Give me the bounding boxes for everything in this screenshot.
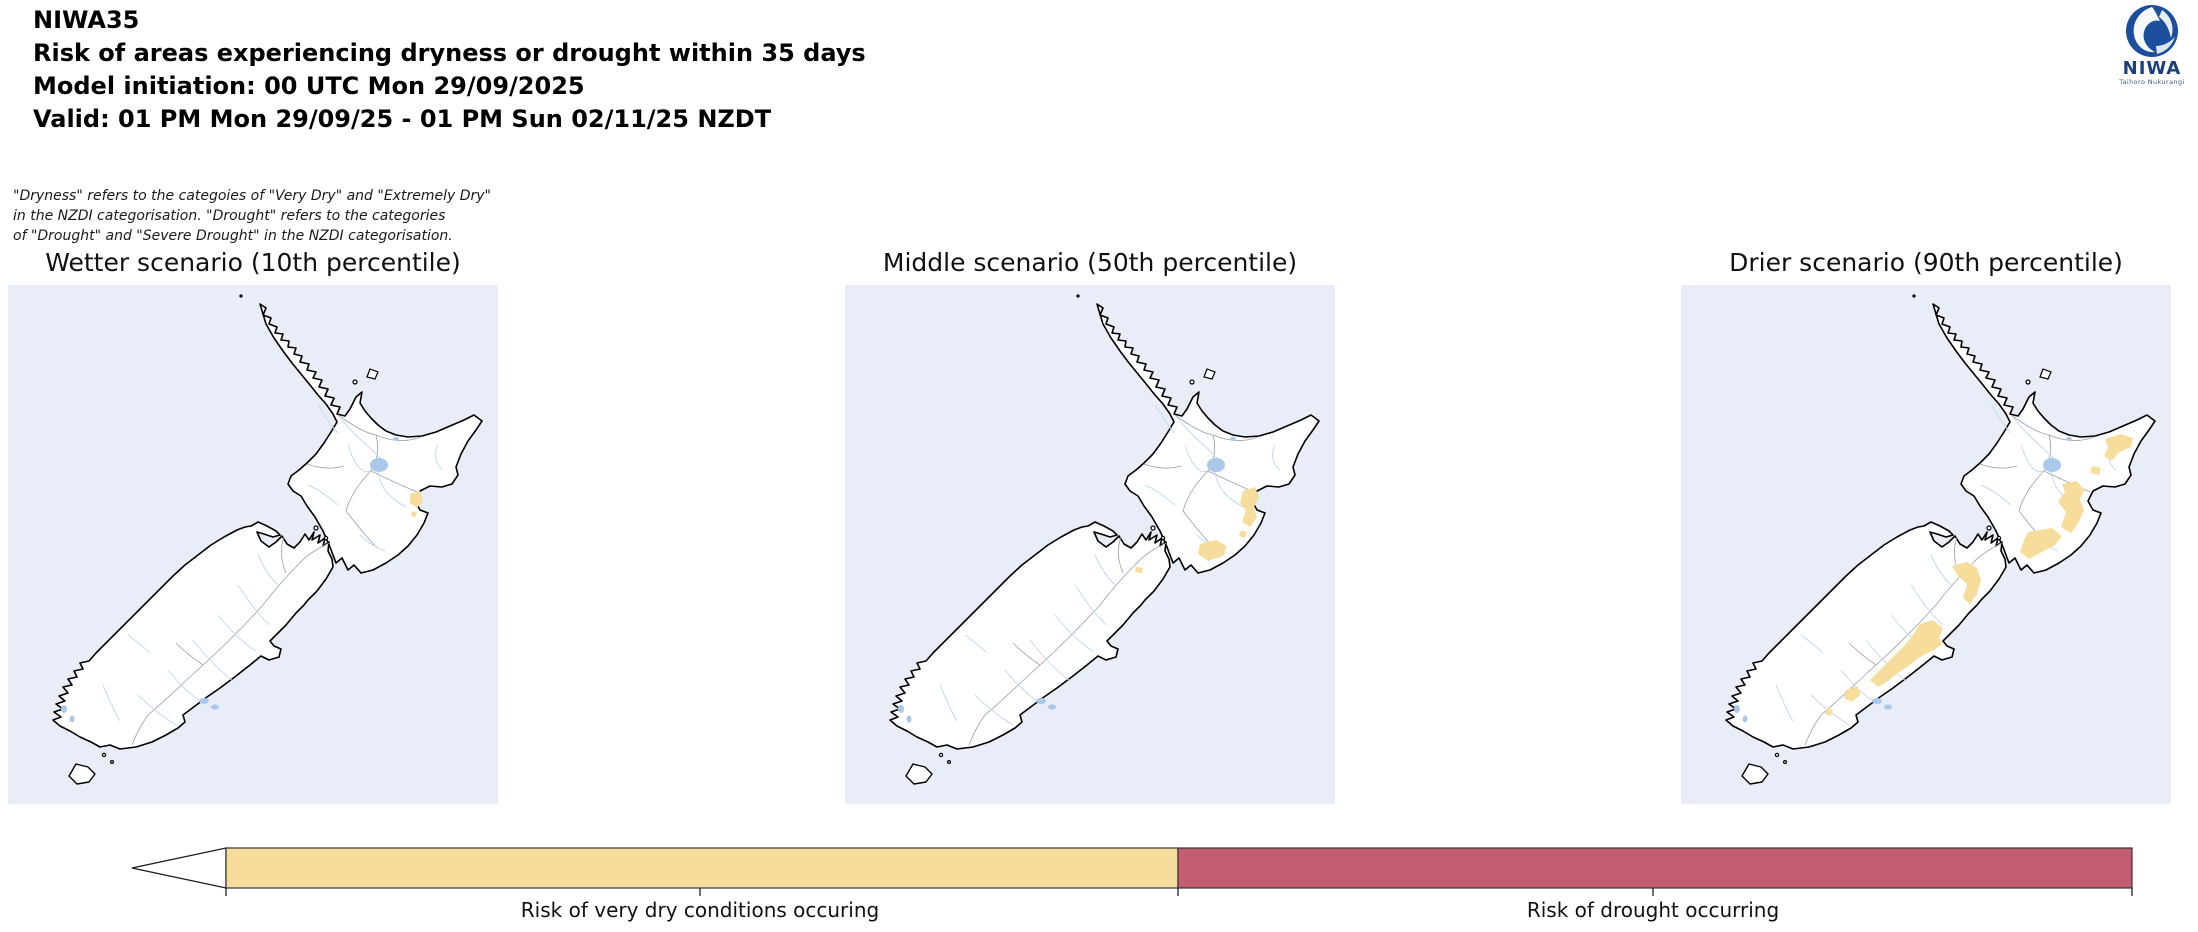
legend-label-drought: Risk of drought occurring bbox=[1526, 898, 1780, 922]
panel-title-wetter: Wetter scenario (10th percentile) bbox=[45, 248, 461, 277]
risk-patch bbox=[1240, 487, 1259, 527]
risk-patch bbox=[2104, 434, 2133, 461]
risk-patch bbox=[1239, 530, 1247, 538]
legend-label-very-dry: Risk of very dry conditions occuring bbox=[520, 898, 880, 922]
risk-patch bbox=[1825, 708, 1833, 716]
legend-arrow-left bbox=[131, 847, 227, 889]
valid-range-line: Valid: 01 PM Mon 29/09/25 - 01 PM Sun 02… bbox=[33, 105, 772, 133]
risk-patch bbox=[1198, 540, 1227, 561]
risk-patch bbox=[411, 511, 417, 517]
nz-map-drier bbox=[1681, 285, 2171, 804]
risk-patch bbox=[2020, 528, 2062, 559]
risk-patches-middle bbox=[1135, 487, 1259, 573]
legend-ticks bbox=[225, 888, 2133, 896]
risk-patch bbox=[1952, 562, 1981, 604]
risk-legend bbox=[131, 847, 2133, 896]
risk-patch bbox=[1844, 686, 1861, 702]
nz-map-middle bbox=[845, 285, 1335, 804]
risk-patch bbox=[2058, 481, 2084, 533]
risk-patches-drier bbox=[1825, 434, 2133, 716]
map-panel-wetter bbox=[8, 285, 498, 804]
disclaimer-note: "Dryness" refers to the categoies of "Ve… bbox=[13, 186, 491, 246]
niwa-logo: NIWA Taihoro Nukurangi bbox=[2106, 3, 2198, 86]
niwa-globe-icon bbox=[2126, 5, 2178, 57]
legend-bar-very-dry bbox=[225, 847, 1179, 889]
niwa-logo-text: NIWA bbox=[2122, 58, 2182, 79]
map-panel-middle bbox=[845, 285, 1335, 804]
disclaimer-line: in the NZDI categorisation. "Drought" re… bbox=[13, 208, 446, 224]
risk-patch bbox=[2090, 466, 2101, 475]
model-initiation-line: Model initiation: 00 UTC Mon 29/09/2025 bbox=[33, 72, 585, 100]
disclaimer-line: of "Drought" and "Severe Drought" in the… bbox=[13, 228, 453, 244]
legend-bar-drought bbox=[1177, 847, 2133, 889]
niwa-logo-tagline: Taihoro Nukurangi bbox=[2119, 78, 2185, 86]
disclaimer-line: "Dryness" refers to the categoies of "Ve… bbox=[13, 188, 491, 204]
page-title: Risk of areas experiencing dryness or dr… bbox=[33, 39, 866, 67]
panel-title-drier: Drier scenario (90th percentile) bbox=[1729, 248, 2123, 277]
map-panel-drier bbox=[1681, 285, 2171, 804]
panel-title-middle: Middle scenario (50th percentile) bbox=[882, 248, 1298, 277]
product-name: NIWA35 bbox=[33, 6, 140, 34]
nz-map-wetter bbox=[8, 285, 498, 804]
header-title-block: NIWA35 Risk of areas experiencing drynes… bbox=[33, 4, 866, 136]
risk-patch bbox=[1135, 567, 1143, 573]
risk-patch bbox=[410, 491, 423, 508]
risk-patch bbox=[1870, 620, 1943, 687]
risk-patches-wetter bbox=[410, 491, 423, 517]
